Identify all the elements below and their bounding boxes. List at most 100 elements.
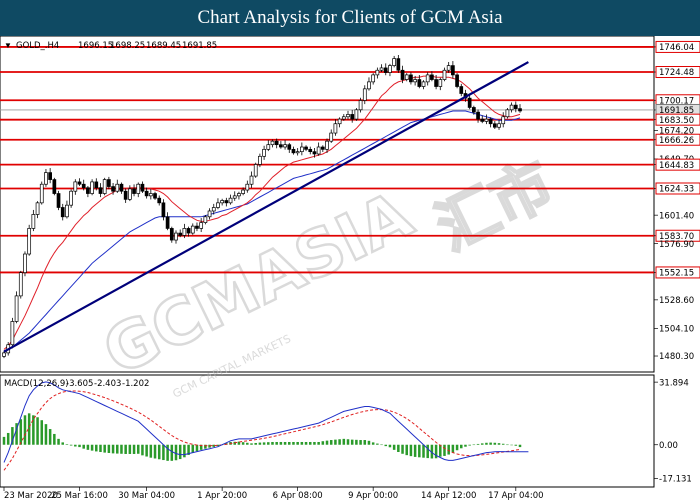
macd-histogram-bar <box>195 444 199 452</box>
candle-body <box>216 202 220 208</box>
price-tick-label: 1746.04 <box>659 43 694 53</box>
candle-body <box>396 58 401 71</box>
candle-body <box>287 144 292 150</box>
candle-body <box>178 232 183 236</box>
candle-body <box>300 146 304 153</box>
time-tick-label: 17 Apr 04:00 <box>488 491 543 500</box>
macd-histogram-bar <box>174 444 178 461</box>
price-tick-label: 1691.85 <box>659 106 694 116</box>
time-tick-label: 6 Apr 08:00 <box>273 491 323 500</box>
macd-histogram-bar <box>116 444 119 454</box>
candle-body <box>144 190 149 197</box>
candle-body <box>102 179 107 194</box>
candle-body <box>115 183 120 192</box>
macd-histogram-bar <box>313 441 316 445</box>
candle-body <box>136 183 141 194</box>
candle <box>375 67 380 79</box>
candle-body <box>492 123 497 128</box>
time-tick-label: 23 Mar 2020 <box>4 491 58 500</box>
candle <box>354 108 359 121</box>
candle <box>48 168 52 184</box>
ma-slow-line <box>3 110 521 352</box>
candle-body <box>291 148 296 154</box>
candle <box>182 223 187 239</box>
candle <box>165 212 170 231</box>
candle-body <box>472 107 476 113</box>
macd-histogram-bar <box>275 441 278 445</box>
candle <box>329 129 334 143</box>
macd-histogram-bar <box>204 444 207 449</box>
candle-body <box>132 188 136 194</box>
candle <box>283 140 287 150</box>
candle-body <box>153 193 157 199</box>
macd-main-line <box>3 381 529 463</box>
candle-body <box>367 81 371 90</box>
ohlc-open: 1696.15 <box>78 41 113 51</box>
price-label-box <box>655 182 700 195</box>
candle-body <box>169 228 174 241</box>
candle <box>241 187 245 196</box>
macd-histogram-bar <box>468 444 471 446</box>
candle <box>518 104 522 113</box>
macd-histogram-bar <box>325 440 329 445</box>
time-tick-label: 25 Mar 16:00 <box>51 491 108 500</box>
candle <box>119 182 124 194</box>
candle-body <box>203 216 208 223</box>
candle <box>60 203 65 221</box>
candle <box>442 67 447 82</box>
candle <box>169 226 174 243</box>
candle-body <box>413 79 417 83</box>
price-panel <box>0 36 655 373</box>
candle <box>312 148 317 158</box>
macd-histogram-bar <box>518 444 522 448</box>
macd-histogram-bar <box>78 444 81 448</box>
macd-histogram-bar <box>443 444 446 456</box>
candle-body <box>337 118 342 125</box>
price-label-box <box>655 113 700 126</box>
candle <box>90 179 94 196</box>
candle-body <box>383 67 388 73</box>
candle <box>44 168 48 187</box>
macd-histogram-bar <box>208 444 211 448</box>
macd-histogram-bar <box>199 444 203 450</box>
price-tick-label: 1576.90 <box>659 240 694 250</box>
macd-histogram-bar <box>464 444 467 447</box>
candle-body <box>186 228 191 234</box>
candle-body <box>94 181 99 189</box>
candle-body <box>195 225 199 229</box>
macd-histogram-bar <box>296 441 299 445</box>
macd-histogram-bar <box>359 440 362 445</box>
macd-histogram-bar <box>392 444 396 450</box>
candle-body <box>430 74 434 80</box>
time-tick-label: 14 Apr 12:00 <box>421 491 476 500</box>
macd-histogram-bar <box>426 444 429 459</box>
macd-histogram-bar <box>342 438 346 445</box>
candle-body <box>10 321 15 346</box>
macd-histogram-bar <box>384 444 388 447</box>
macd-histogram-bar <box>162 444 165 461</box>
candle-body <box>86 187 90 194</box>
candle-body <box>434 79 438 87</box>
candle <box>262 145 266 160</box>
candle-body <box>35 202 40 215</box>
support-resistance-levels <box>0 46 654 274</box>
candle <box>320 145 325 153</box>
candle-body <box>27 228 32 255</box>
candle-body <box>270 140 275 146</box>
candle <box>383 63 388 76</box>
candle-body <box>438 79 443 87</box>
candle-body <box>140 183 145 192</box>
macd-histogram-bar <box>317 441 320 445</box>
macd-histogram-bar <box>493 442 497 445</box>
macd-histogram-bar <box>241 442 245 445</box>
candle-body <box>199 222 204 229</box>
candle <box>2 351 6 359</box>
candle <box>434 75 438 90</box>
candle <box>417 75 422 89</box>
macd-histogram-bar <box>506 444 509 446</box>
macd-histogram-bar <box>15 423 18 445</box>
macd-histogram-bar <box>107 444 111 453</box>
candle <box>245 180 250 193</box>
macd-histogram-bar <box>178 444 182 460</box>
